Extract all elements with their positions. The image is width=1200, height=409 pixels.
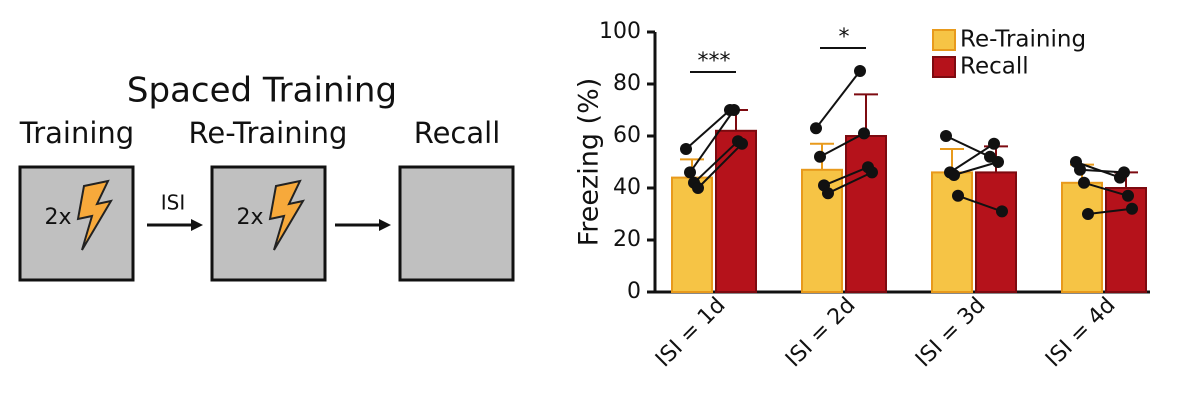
x-tick-label: ISI = 3d (911, 293, 990, 372)
pair-line (689, 109, 735, 173)
pair-line (957, 194, 1003, 213)
y-tick-label: 100 (599, 19, 641, 44)
pair-line (823, 166, 869, 187)
y-tick-label: 20 (613, 227, 641, 252)
data-point (992, 156, 1004, 168)
legend-swatch (932, 56, 956, 78)
x-tick-label: ISI = 2d (781, 293, 860, 372)
y-tick-label: 60 (613, 123, 641, 148)
x-tick-label: ISI = 4d (1041, 293, 1120, 372)
bar (931, 171, 973, 293)
stage-label: Recall (414, 116, 501, 150)
data-point (940, 130, 952, 142)
y-tick-label: 80 (613, 71, 641, 96)
shock-label: 2x (44, 205, 71, 230)
data-point (866, 166, 878, 179)
data-point (1082, 208, 1094, 220)
arrowhead (379, 219, 391, 231)
pair-line (1075, 161, 1121, 179)
lightning (76, 179, 114, 251)
pair-line (1087, 207, 1133, 215)
data-point (736, 137, 748, 150)
y-tick-label: 40 (613, 175, 641, 200)
box (398, 165, 515, 282)
interval-label: ISI (161, 191, 186, 215)
data-point (814, 150, 826, 163)
significance-label: *** (698, 49, 731, 74)
lightning (268, 179, 306, 251)
data-point (680, 143, 692, 155)
diagram: Spaced Training Training Re-Training Rec… (18, 71, 515, 282)
data-point (952, 189, 964, 202)
y-tick-label: 0 (627, 279, 641, 304)
x-tick-label: ISI = 1d (651, 293, 730, 372)
legend-swatch (932, 29, 956, 51)
data-point (728, 104, 740, 116)
data-point (1078, 176, 1090, 189)
legend-label: Recall (960, 54, 1029, 80)
shock-label: 2x (236, 205, 263, 230)
data-point (988, 137, 1000, 150)
pair-line (1079, 168, 1125, 174)
data-point (858, 127, 870, 140)
data-point (810, 122, 822, 135)
data-point (948, 169, 960, 181)
bar (975, 171, 1017, 293)
pair-line (953, 161, 999, 176)
legend-label: Re-Training (960, 27, 1086, 53)
significance-label: * (839, 25, 850, 50)
bar (715, 129, 757, 293)
bar (1061, 181, 1103, 293)
stage-label: Training (19, 116, 134, 150)
data-point (822, 187, 834, 200)
pair-line (819, 132, 865, 158)
pair-line (945, 135, 991, 158)
bar (1105, 187, 1147, 293)
bar (671, 176, 713, 294)
pair-line (693, 140, 739, 184)
data-point (1122, 189, 1134, 202)
data-point (996, 205, 1008, 218)
pair-line (815, 70, 861, 129)
pair-line (1083, 181, 1129, 197)
bar (845, 135, 887, 293)
arrowhead (191, 219, 203, 231)
data-point (692, 182, 704, 194)
box (210, 165, 327, 282)
box (18, 165, 135, 282)
data-point (1118, 166, 1130, 179)
stage-label: Re-Training (189, 116, 348, 150)
pair-line (685, 109, 731, 150)
y-axis-label: Freezing (%) (574, 78, 605, 247)
data-point (1126, 202, 1138, 215)
pair-line (697, 143, 743, 189)
data-point (854, 65, 866, 77)
data-point (684, 166, 696, 179)
diagram-title: Spaced Training (127, 71, 397, 111)
pair-line (949, 142, 995, 174)
pair-line (827, 171, 873, 195)
data-point (1074, 163, 1086, 176)
